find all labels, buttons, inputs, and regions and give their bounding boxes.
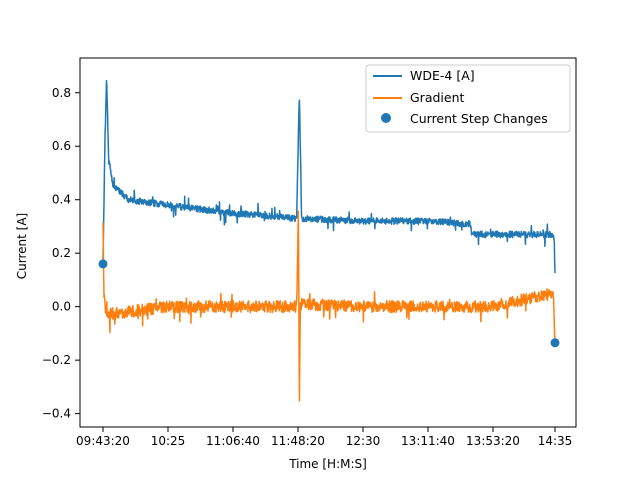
step-change-point-0 [98,259,108,269]
legend-swatch-step-changes [381,113,391,123]
x-tick-label-5: 13:11:40 [401,434,455,448]
y-axis-title: Current [A] [15,213,29,279]
y-tick-label-1: −0.2 [42,353,71,367]
y-tick-label-6: 0.8 [52,86,71,100]
step-change-point-1 [550,338,560,348]
legend-label-wde: WDE-4 [A] [410,68,475,83]
series-gradient-line [102,210,556,402]
x-axis-title: Time [H:M:S] [288,457,367,471]
plot-area [98,79,560,402]
x-tick-label-7: 14:35 [538,434,573,448]
x-tick-label-1: 10:25 [151,434,186,448]
x-tick-label-2: 11:06:40 [206,434,260,448]
x-tick-label-0: 09:43:20 [76,434,130,448]
legend-label-gradient: Gradient [410,90,465,105]
plot-frame [79,57,577,428]
y-tick-label-5: 0.6 [52,139,71,153]
y-tick-label-2: 0.0 [52,300,71,314]
legend-box [365,64,571,133]
series-wde-4-line [102,79,556,274]
x-tick-label-3: 11:48:20 [271,434,325,448]
x-tick-label-4: 12:30 [346,434,381,448]
y-tick-label-4: 0.4 [52,193,71,207]
ticks: 09:43:20 10:25 11:06:40 11:48:20 12:30 13:11:… [42,86,572,448]
x-tick-label-6: 13:53:20 [466,434,520,448]
axes [79,57,577,428]
legend-label-step-changes: Current Step Changes [410,111,548,126]
legend: WDE-4 [A] Gradient Current Step Changes [365,64,571,133]
y-tick-label-0: −0.4 [42,407,71,421]
y-tick-label-3: 0.2 [52,246,71,260]
